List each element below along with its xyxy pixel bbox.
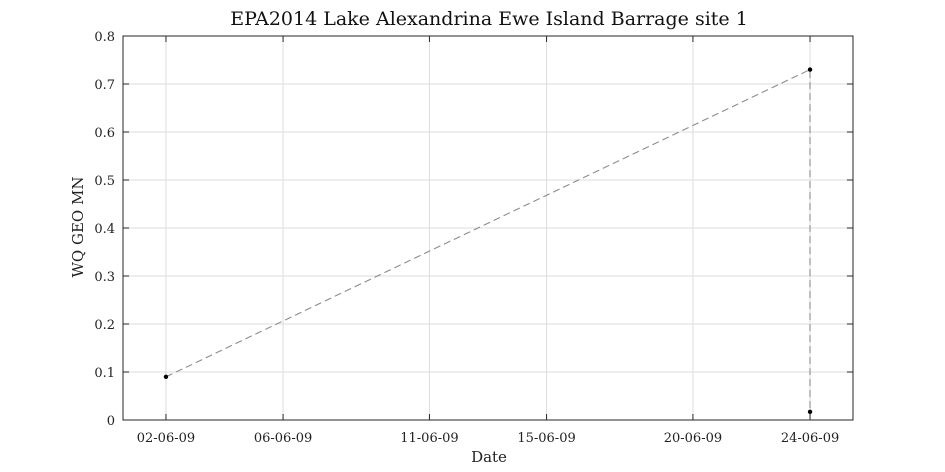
y-tick-label: 0.7 — [94, 78, 115, 93]
y-tick-label: 0.3 — [94, 270, 115, 285]
y-tick-label: 0.1 — [94, 366, 115, 381]
series-layer — [163, 67, 813, 415]
y-tick-label: 0.4 — [94, 222, 115, 237]
x-tick-label: 15-06-09 — [517, 431, 575, 446]
x-axis-label: Date — [471, 448, 507, 466]
y-axis-label: WQ GEO MN — [69, 177, 87, 278]
x-tick-label: 24-06-09 — [781, 431, 839, 446]
y-tick-label: 0.5 — [94, 174, 115, 189]
y-tick-label: 0.6 — [94, 126, 115, 141]
x-tick-label: 20-06-09 — [664, 431, 722, 446]
y-tick-label: 0.8 — [94, 30, 115, 45]
ticks — [123, 35, 853, 421]
series-line — [165, 68, 811, 412]
y-tick-label: 0.2 — [94, 318, 115, 333]
data-point — [807, 409, 813, 415]
x-tick-labels: 02-06-09 06-06-09 11-06-09 15-06-09 20-06-09… — [137, 431, 840, 446]
chart-title: EPA2014 Lake Alexandrina Ewe Island Barr… — [230, 8, 748, 30]
data-point — [807, 67, 813, 72]
y-tick-label: 0 — [107, 414, 115, 429]
x-tick-label: 11-06-09 — [400, 431, 458, 446]
x-tick-label: 06-06-09 — [254, 431, 312, 446]
grid — [123, 35, 853, 421]
x-tick-label: 02-06-09 — [137, 431, 195, 446]
y-tick-labels: 0 0.1 0.2 0.3 0.4 0.5 0.6 0.7 0.8 — [94, 30, 115, 429]
data-point — [163, 374, 169, 379]
